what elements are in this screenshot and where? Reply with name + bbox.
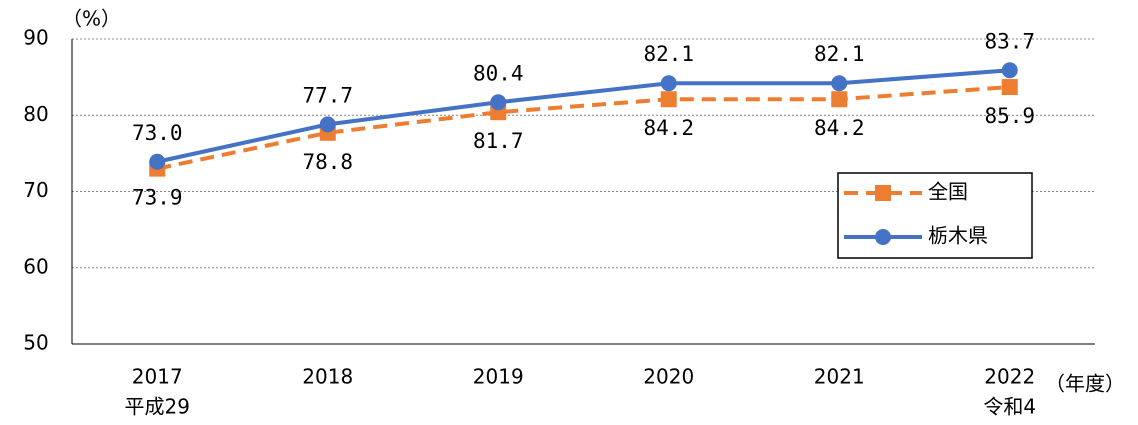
marker <box>831 75 848 92</box>
data-label: 83.7 <box>984 29 1035 53</box>
x-tick-label: 2019 <box>473 365 524 389</box>
data-label: 84.2 <box>814 116 865 140</box>
x-tick-sublabel: 平成29 <box>125 395 190 419</box>
x-tick-sublabel: 令和4 <box>983 395 1036 419</box>
marker <box>660 75 677 92</box>
x-tick-label: 2021 <box>814 365 865 389</box>
marker <box>149 153 166 170</box>
y-axis-label: （%） <box>62 7 121 31</box>
y-tick-label: 60 <box>23 254 48 278</box>
data-label: 80.4 <box>473 61 524 85</box>
data-label: 84.2 <box>643 116 694 140</box>
x-tick-label: 2022 <box>984 365 1035 389</box>
x-tick-label: 2018 <box>302 365 353 389</box>
legend-box <box>837 172 1033 259</box>
data-label: 73.9 <box>132 186 183 210</box>
x-tick-label: 2020 <box>643 365 694 389</box>
legend-label: 全国 <box>928 180 968 204</box>
series-line <box>156 85 1010 171</box>
data-label: 78.8 <box>302 150 353 174</box>
marker <box>319 116 336 133</box>
y-tick-label: 90 <box>23 26 48 50</box>
data-label: 77.7 <box>302 83 353 107</box>
data-label: 85.9 <box>984 104 1035 128</box>
marker <box>831 91 848 108</box>
marker <box>1001 62 1018 79</box>
marker <box>1001 79 1018 96</box>
data-label: 82.1 <box>814 42 865 66</box>
legend-marker <box>875 185 891 201</box>
data-label: 73.0 <box>132 121 183 145</box>
data-label: 81.7 <box>473 129 524 153</box>
legend-marker <box>875 229 891 245</box>
y-tick-label: 50 <box>23 331 48 355</box>
legend-label: 栃木県 <box>928 224 988 248</box>
data-label: 82.1 <box>643 42 694 66</box>
x-tick-label: 2017 <box>132 365 183 389</box>
y-tick-label: 70 <box>23 178 48 202</box>
x-axis-label: （年度） <box>1045 372 1125 396</box>
y-tick-label: 80 <box>23 102 48 126</box>
marker <box>660 91 677 108</box>
series-line <box>156 68 1010 164</box>
marker <box>490 94 507 111</box>
